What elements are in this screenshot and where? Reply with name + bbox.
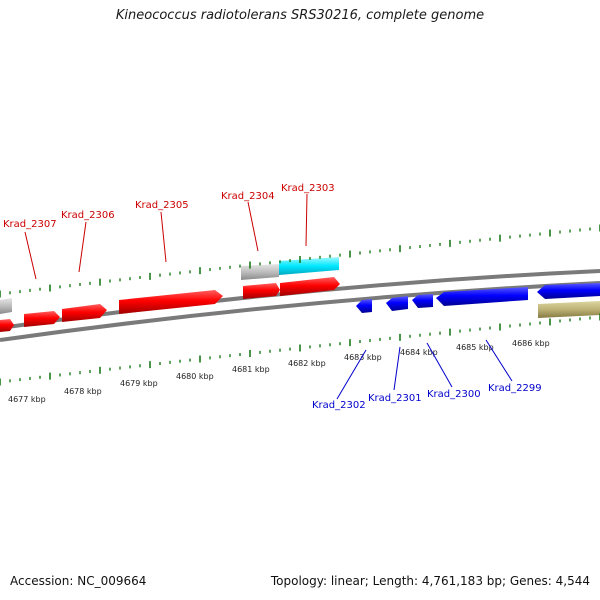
scale-label: 4683 kbp bbox=[344, 353, 382, 362]
scale-label: 4686 kbp bbox=[512, 339, 550, 348]
gene-label-krad-2305[interactable]: Krad_2305 bbox=[135, 200, 189, 211]
scale-labels: 4677 kbp 4678 kbp 4679 kbp 4680 kbp 4681… bbox=[8, 339, 550, 404]
gene-arrow-reverse-2 bbox=[412, 294, 433, 308]
gene-arrow-forward-5 bbox=[280, 277, 340, 296]
gene-label-krad-2304[interactable]: Krad_2304 bbox=[221, 191, 275, 202]
cyan-feature-top bbox=[279, 257, 339, 275]
gene-label-krad-2302[interactable]: Krad_2302 bbox=[312, 400, 366, 411]
olive-feature bbox=[538, 301, 600, 318]
scale-label: 4684 kbp bbox=[400, 348, 438, 357]
gene-label-krad-2299[interactable]: Krad_2299 bbox=[488, 383, 542, 394]
scale-label: 4679 kbp bbox=[120, 379, 158, 388]
gray-feature-top bbox=[241, 264, 279, 280]
scale-label: 4685 kbp bbox=[456, 343, 494, 352]
scale-label: 4681 kbp bbox=[232, 365, 270, 374]
reverse-gene-labels: Krad_2302 Krad_2301 Krad_2300 Krad_2299 bbox=[312, 339, 542, 411]
gene-arrow-reverse-1 bbox=[386, 296, 408, 311]
scale-label: 4678 kbp bbox=[64, 387, 102, 396]
tick-row-bottom bbox=[0, 313, 600, 386]
gene-label-krad-2300[interactable]: Krad_2300 bbox=[427, 389, 481, 400]
genome-title: Kineococcus radiotolerans SRS30216, comp… bbox=[115, 8, 485, 23]
gene-arrow-forward-1 bbox=[24, 311, 60, 327]
gene-arrow-reverse-3 bbox=[436, 287, 528, 306]
gene-arrow-forward-0 bbox=[0, 319, 14, 332]
gene-arrow-forward-4 bbox=[243, 283, 280, 299]
gene-label-krad-2306[interactable]: Krad_2306 bbox=[61, 210, 115, 221]
gene-arrow-forward-3 bbox=[119, 290, 223, 314]
tick-row-top bbox=[0, 224, 600, 298]
gene-arrow-reverse-4 bbox=[537, 283, 600, 299]
gene-label-krad-2303[interactable]: Krad_2303 bbox=[281, 183, 335, 194]
accession-label: Accession: NC_009664 bbox=[10, 574, 147, 588]
forward-gene-labels: Krad_2307 Krad_2306 Krad_2305 Krad_2304 … bbox=[3, 183, 335, 280]
gene-arrow-forward-2 bbox=[62, 304, 107, 322]
gene-label-krad-2301[interactable]: Krad_2301 bbox=[368, 393, 422, 404]
gray-feature-left-edge bbox=[0, 298, 12, 314]
scale-label: 4682 kbp bbox=[288, 359, 326, 368]
gene-label-krad-2307[interactable]: Krad_2307 bbox=[3, 219, 57, 230]
topology-summary: Topology: linear; Length: 4,761,183 bp; … bbox=[270, 574, 590, 588]
scale-label: 4680 kbp bbox=[176, 372, 214, 381]
scale-label: 4677 kbp bbox=[8, 395, 46, 404]
gene-arrow-reverse-0 bbox=[356, 299, 372, 313]
